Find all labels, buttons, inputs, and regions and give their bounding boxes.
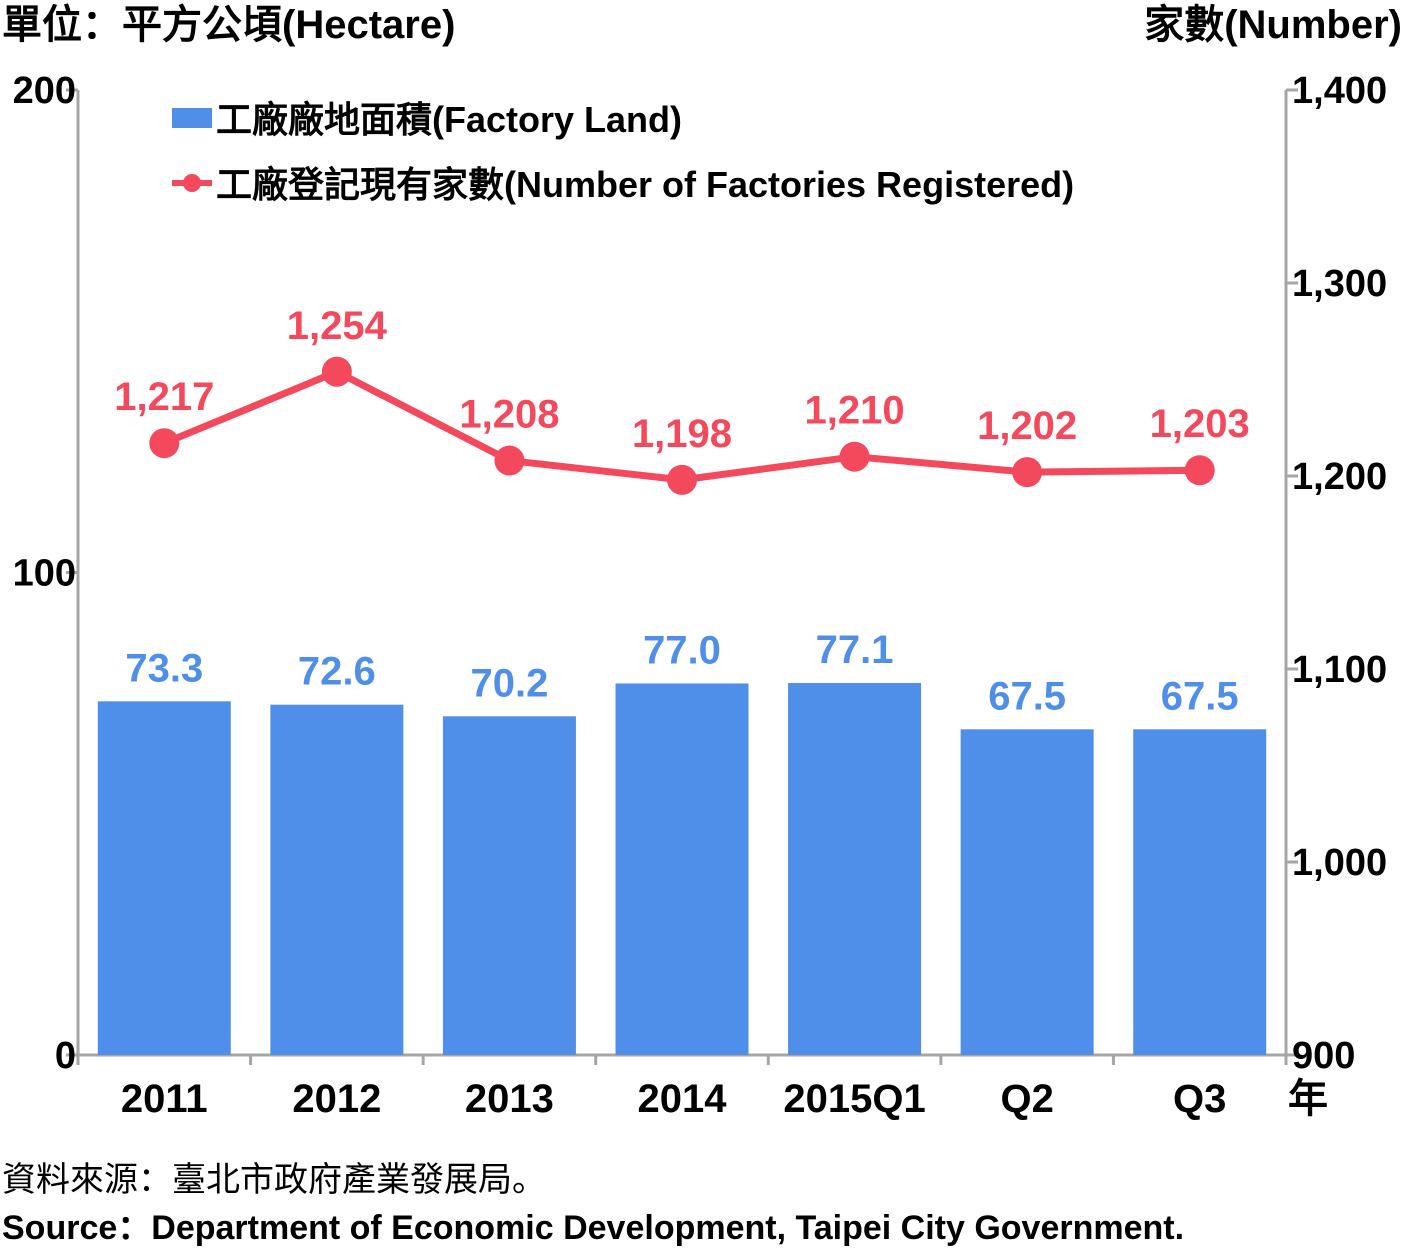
legend-line-marker [183, 174, 201, 192]
legend-bar-label: 工廠廠地面積(Factory Land) [216, 99, 682, 140]
line-point [494, 445, 525, 476]
bar-value-label: 73.3 [125, 646, 203, 690]
right-tick-label: 900 [1292, 1035, 1355, 1077]
left-tick-label: 100 [13, 553, 76, 595]
line-point [839, 441, 870, 472]
bar [615, 683, 749, 1055]
bar [788, 682, 922, 1055]
line-value-label: 1,202 [977, 404, 1077, 448]
bar-series [97, 682, 1267, 1055]
line-point [1184, 455, 1215, 486]
right-tick-label: 1,200 [1292, 456, 1387, 498]
x-tick-label: Q2 [1000, 1077, 1053, 1121]
line-point [149, 428, 180, 459]
line-value-label: 1,217 [114, 375, 214, 419]
line-value-label: 1,198 [632, 412, 732, 456]
x-tick-label: 2012 [292, 1077, 381, 1121]
right-tick-label: 1,400 [1292, 70, 1387, 112]
footer-note: 資料來源：臺北市政府產業發展局。 [2, 1161, 546, 1199]
right-tick-label: 1,300 [1292, 263, 1387, 305]
bar-value-label: 67.5 [1161, 674, 1239, 718]
line-point [1012, 457, 1043, 488]
bar [960, 729, 1094, 1055]
right-tick-label: 1,100 [1292, 649, 1387, 691]
bar-value-label: 72.6 [298, 650, 376, 694]
axes: 0 100 200 900 1,000 1,100 1,200 1,300 1,400 2011 2… [13, 70, 1388, 1121]
left-tick-label: 0 [55, 1035, 76, 1077]
x-tick-label: 2013 [465, 1077, 554, 1121]
x-tick-label: 2011 [121, 1077, 208, 1121]
right-tick-label: 1,000 [1292, 842, 1387, 884]
bar [270, 704, 404, 1055]
x-axis-unit: 年 [1288, 1077, 1328, 1121]
legend: 工廠廠地面積(Factory Land) 工廠登記現有家數(Number of … [172, 99, 1074, 205]
bar-value-label: 77.0 [643, 628, 721, 672]
combo-chart: 單位：平方公頃(Hectare) 家數(Number) 0 100 200 900 1,… [2, 3, 1402, 1121]
line-value-label: 1,254 [287, 304, 388, 348]
bar-value-label: 70.2 [470, 661, 548, 705]
x-tick-label: Q3 [1173, 1077, 1226, 1121]
bar-value-label: 67.5 [988, 674, 1066, 718]
bar [442, 716, 576, 1055]
bar-value-label: 77.1 [816, 628, 894, 672]
footer-source: Source：Department of Economic Developmen… [2, 1209, 1185, 1247]
line-point [667, 464, 697, 495]
line-point [321, 356, 352, 387]
bar [1133, 729, 1267, 1055]
x-tick-label: 2014 [638, 1077, 728, 1121]
line-value-label: 1,210 [805, 389, 905, 433]
left-tick-label: 200 [13, 70, 76, 112]
line-value-label: 1,203 [1150, 402, 1250, 446]
line-series [149, 356, 1215, 495]
right-axis-title: 家數(Number) [1144, 3, 1402, 47]
bar [97, 701, 231, 1055]
line-value-label: 1,208 [459, 393, 559, 437]
left-axis-title: 單位：平方公頃(Hectare) [2, 3, 455, 47]
legend-bar-swatch [172, 108, 212, 128]
x-tick-label: 2015Q1 [783, 1077, 925, 1121]
legend-line-label: 工廠登記現有家數(Number of Factories Registered) [216, 164, 1074, 205]
data-labels: 73.3 72.6 70.2 77.0 77.1 67.5 67.5 1,217 1,254 1,… [114, 304, 1250, 719]
